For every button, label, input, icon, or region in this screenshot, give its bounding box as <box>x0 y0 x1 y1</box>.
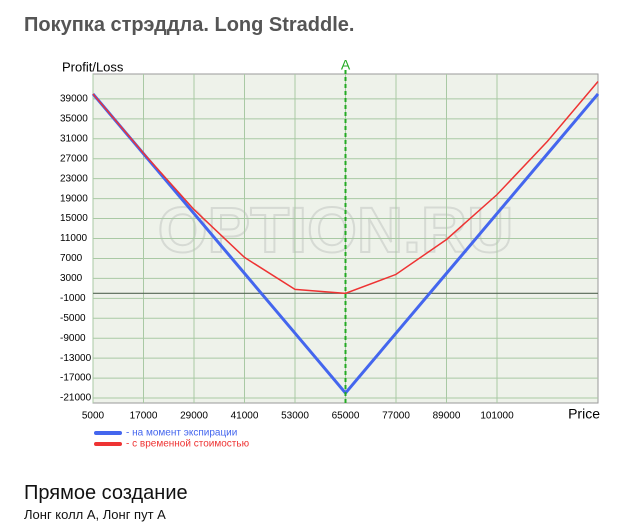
footer-text: Лонг колл A, Лонг пут A <box>24 507 166 522</box>
x-tick-label: 65000 <box>332 411 360 422</box>
y-tick-label: -9000 <box>60 333 86 344</box>
y-tick-label: -13000 <box>60 353 92 364</box>
footer-heading: Прямое создание <box>24 482 188 504</box>
watermark: OPTION.RU <box>158 194 514 266</box>
x-tick-label: 29000 <box>180 411 208 422</box>
series-line <box>92 80 599 295</box>
x-tick-label: 89000 <box>433 411 461 422</box>
x-tick-label: 17000 <box>130 411 158 422</box>
y-tick-label: 11000 <box>60 233 88 244</box>
y-tick-label: -1000 <box>60 293 86 304</box>
y-tick-label: 27000 <box>60 153 88 164</box>
y-tick-label: 15000 <box>60 213 88 224</box>
x-tick-label: 5000 <box>82 411 105 422</box>
chart: OPTION.RU 39000 35000 31000 27000 23000 19000 1… <box>60 57 600 450</box>
y-tick-label: 23000 <box>60 173 88 184</box>
y-tick-label: -21000 <box>60 393 92 404</box>
x-tick-label: 53000 <box>281 411 309 422</box>
y-tick-label: 7000 <box>60 253 83 264</box>
x-tick-label: 77000 <box>382 411 410 422</box>
y-tick-label: 3000 <box>60 273 83 284</box>
y-tick-label: -17000 <box>60 373 92 384</box>
x-axis-label: Price <box>568 406 600 422</box>
x-tick-label: 41000 <box>231 411 259 422</box>
y-tick-label: 19000 <box>60 193 88 204</box>
y-axis-label: Profit/Loss <box>62 59 124 74</box>
legend-label: - на момент экспирации <box>126 428 237 439</box>
page-title: Покупка стрэддла. Long Straddle. <box>24 14 355 36</box>
y-tick-label: 31000 <box>60 133 88 144</box>
legend-label: - с временной стоимостью <box>126 439 250 450</box>
y-tick-label: 35000 <box>60 114 88 125</box>
x-tick-label: 101000 <box>480 411 514 422</box>
strike-label: A <box>341 57 351 73</box>
y-tick-label: 39000 <box>60 94 88 105</box>
y-tick-label: -5000 <box>60 313 86 324</box>
